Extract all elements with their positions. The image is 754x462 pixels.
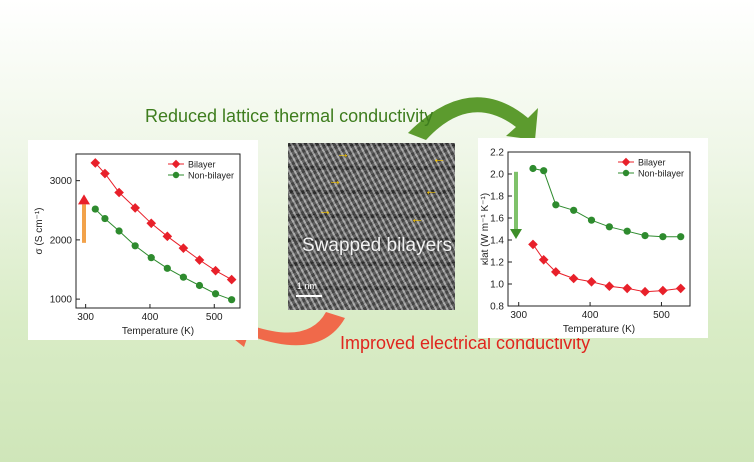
x-axis-label: Temperature (K) (122, 326, 194, 337)
top-caption: Reduced lattice thermal conductivity (145, 106, 434, 126)
lattice-thermal-conductivity-chart: 300 400 500 0.8 1.0 1.2 1.4 1.6 1.8 2.0 2.2 Tempera… (478, 138, 708, 338)
y-tick-label: 1.4 (490, 236, 504, 247)
data-point-bilayer (226, 274, 237, 285)
legend-marker-non-bilayer (622, 169, 630, 177)
plot-frame (75, 153, 241, 309)
data-point-bilayer (586, 276, 597, 287)
legend-marker-non-bilayer (172, 171, 180, 179)
x-tick-label: 400 (142, 312, 159, 323)
scale-bar-label: 1 nm (297, 281, 318, 291)
series-line-non-bilayer (532, 168, 681, 238)
legend-label-bilayer: Bilayer (188, 160, 216, 170)
top-curved-arrow (408, 97, 538, 140)
tem-micrograph: → ← → ← → ← Swapped bilayers 1 nm (288, 143, 455, 310)
legend-label-bilayer: Bilayer (638, 158, 666, 168)
data-point-bilayer (604, 281, 615, 292)
micrograph-label: Swapped bilayers (302, 235, 452, 256)
data-point-non-bilayer (623, 227, 631, 235)
series-line-non-bilayer (94, 208, 232, 301)
arrow-left-icon: ← (410, 210, 424, 226)
y-tick-label: 1.2 (490, 258, 504, 269)
data-point-bilayer (568, 273, 579, 284)
data-point-bilayer (210, 265, 221, 276)
plot-frame (507, 151, 691, 307)
data-point-bilayer (114, 187, 124, 198)
series-line-bilayer (532, 244, 681, 293)
data-point-bilayer (658, 285, 668, 296)
y-tick-label: 0.8 (490, 302, 504, 313)
trend-arrow-shaft (514, 171, 518, 229)
data-point-bilayer (194, 255, 205, 265)
legend-marker-bilayer (621, 157, 631, 167)
electrical-conductivity-plot: 300 400 500 1000 2000 3000 Temperature (K) σ (S… (34, 153, 241, 337)
electrical-conductivity-chart: 300 400 500 1000 2000 3000 Temperature (K) σ (S… (28, 140, 258, 340)
data-point-bilayer (640, 286, 650, 297)
y-tick-label: 2.0 (490, 170, 504, 181)
bottom-curved-arrow (220, 312, 345, 347)
scale-bar (296, 295, 322, 297)
data-point-bilayer (622, 283, 633, 294)
data-point-bilayer (551, 267, 561, 277)
y-axis-label: σ (S cm⁻¹) (34, 208, 45, 255)
arrow-left-icon: ← (424, 182, 438, 198)
arrow-right-icon: → (318, 202, 332, 218)
y-tick-label: 1.6 (490, 214, 504, 225)
bottom-caption: Improved electrical conductivity (340, 333, 591, 353)
y-tick-label: 2000 (50, 235, 73, 246)
x-axis-label: Temperature (K) (563, 324, 635, 335)
data-point-non-bilayer (540, 167, 548, 175)
y-tick-label: 3000 (50, 176, 73, 187)
series-line-bilayer (94, 162, 232, 281)
data-point-bilayer (178, 243, 189, 253)
x-tick-label: 500 (653, 310, 670, 321)
data-point-non-bilayer (115, 227, 123, 235)
data-point-non-bilayer (605, 223, 613, 231)
data-point-non-bilayer (677, 233, 685, 241)
y-tick-label: 1.0 (490, 280, 504, 291)
data-point-non-bilayer (570, 206, 578, 214)
data-point-non-bilayer (211, 290, 220, 298)
x-tick-label: 300 (510, 310, 527, 321)
data-point-non-bilayer (101, 214, 109, 223)
legend-label-non-bilayer: Non-bilayer (638, 169, 684, 179)
arrow-right-icon: → (328, 172, 342, 188)
x-tick-label: 500 (206, 312, 223, 323)
data-point-bilayer (90, 158, 101, 168)
y-axis-label: κlat (W m⁻¹ K⁻¹) (480, 193, 491, 265)
y-tick-label: 2.2 (490, 148, 504, 159)
trend-arrow-shaft (82, 204, 86, 243)
trend-arrow-head-up-icon (78, 194, 90, 205)
data-point-non-bilayer (163, 264, 171, 272)
data-point-non-bilayer (529, 164, 537, 173)
data-point-non-bilayer (552, 201, 560, 209)
data-point-non-bilayer (641, 232, 649, 240)
data-point-bilayer (528, 239, 538, 250)
data-point-non-bilayer (179, 273, 188, 281)
data-point-non-bilayer (91, 205, 99, 213)
arrow-left-icon: ← (432, 150, 446, 166)
lattice-thermal-conductivity-plot: 300 400 500 0.8 1.0 1.2 1.4 1.6 1.8 2.0 2.2 Tempera… (480, 148, 691, 335)
data-point-non-bilayer (659, 233, 667, 241)
data-point-non-bilayer (131, 242, 139, 250)
arrow-right-icon: → (336, 145, 350, 161)
x-tick-label: 300 (77, 312, 94, 323)
data-point-bilayer (675, 283, 686, 294)
data-point-non-bilayer (587, 216, 596, 224)
data-point-non-bilayer (195, 281, 204, 290)
x-tick-label: 400 (582, 310, 599, 321)
legend-marker-bilayer (171, 159, 181, 169)
legend-label-non-bilayer: Non-bilayer (188, 171, 234, 181)
y-tick-label: 1000 (50, 295, 73, 306)
trend-arrow-head-down-icon (510, 229, 522, 239)
y-tick-label: 1.8 (490, 192, 504, 203)
data-point-non-bilayer (147, 254, 155, 262)
data-point-non-bilayer (228, 296, 236, 304)
